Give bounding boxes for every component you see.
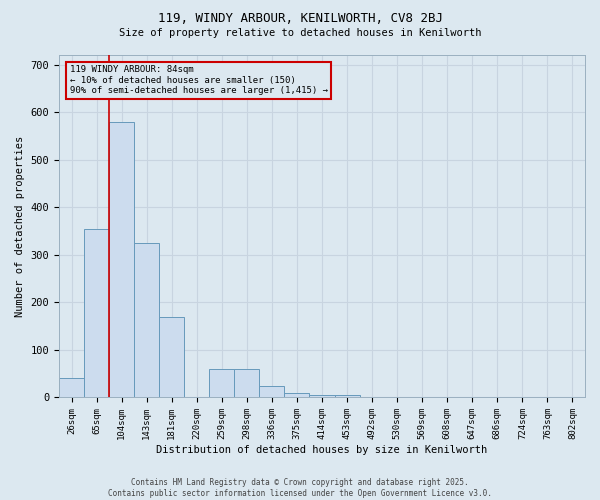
- Bar: [109, 122, 134, 398]
- Bar: [410, 396, 435, 398]
- Bar: [235, 369, 259, 398]
- X-axis label: Distribution of detached houses by size in Kenilworth: Distribution of detached houses by size …: [157, 445, 488, 455]
- Text: 119 WINDY ARBOUR: 84sqm
← 10% of detached houses are smaller (150)
90% of semi-d: 119 WINDY ARBOUR: 84sqm ← 10% of detache…: [70, 66, 328, 95]
- Y-axis label: Number of detached properties: Number of detached properties: [15, 136, 25, 317]
- Bar: [59, 378, 84, 398]
- Text: Size of property relative to detached houses in Kenilworth: Size of property relative to detached ho…: [119, 28, 481, 38]
- Bar: [209, 369, 235, 398]
- Bar: [159, 316, 184, 398]
- Bar: [134, 243, 159, 398]
- Text: Contains HM Land Registry data © Crown copyright and database right 2025.
Contai: Contains HM Land Registry data © Crown c…: [108, 478, 492, 498]
- Bar: [310, 395, 335, 398]
- Bar: [385, 396, 410, 398]
- Text: 119, WINDY ARBOUR, KENILWORTH, CV8 2BJ: 119, WINDY ARBOUR, KENILWORTH, CV8 2BJ: [157, 12, 443, 26]
- Bar: [359, 396, 385, 398]
- Bar: [560, 396, 585, 398]
- Bar: [284, 392, 310, 398]
- Bar: [335, 395, 359, 398]
- Bar: [259, 386, 284, 398]
- Bar: [84, 228, 109, 398]
